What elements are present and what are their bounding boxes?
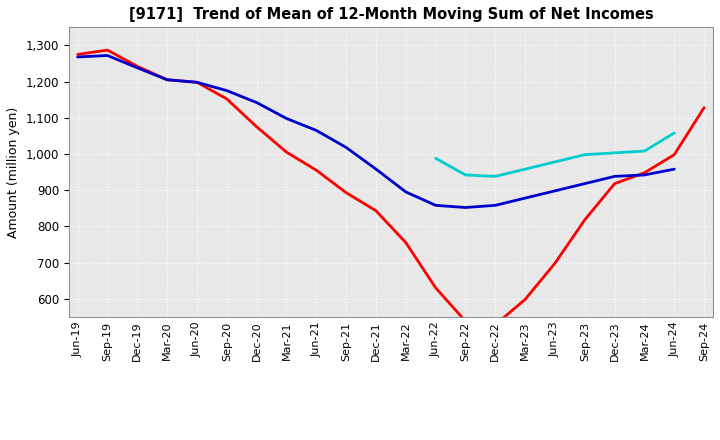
Y-axis label: Amount (million yen): Amount (million yen) xyxy=(7,106,20,238)
Title: [9171]  Trend of Mean of 12-Month Moving Sum of Net Incomes: [9171] Trend of Mean of 12-Month Moving … xyxy=(128,7,653,22)
